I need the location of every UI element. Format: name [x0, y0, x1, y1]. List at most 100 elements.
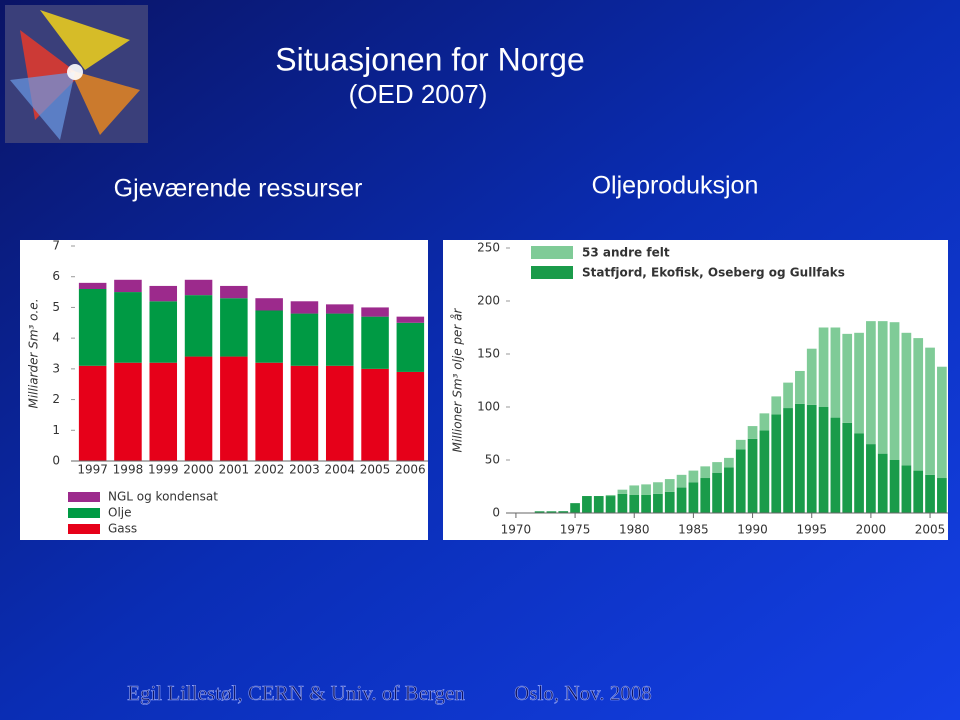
bar: [290, 365, 319, 461]
y-tick-label: 5: [52, 300, 60, 314]
slide-title: Situasjonen for Norge: [275, 41, 585, 77]
legend-label: NGL og kondensat: [108, 490, 218, 504]
bar: [78, 282, 107, 289]
bar: [641, 494, 651, 513]
logo: [5, 5, 148, 143]
bar: [629, 494, 640, 513]
x-tick-label: 2006: [395, 463, 426, 477]
bar: [700, 466, 711, 479]
bar: [114, 362, 142, 461]
left-heading: Gjeværende ressurser: [114, 175, 363, 203]
bar: [676, 474, 687, 488]
x-tick-label: 1995: [796, 523, 827, 537]
bar: [724, 457, 734, 468]
bar: [830, 327, 841, 418]
bar: [534, 511, 545, 513]
bar: [220, 285, 248, 299]
legend-label: Gass: [108, 522, 137, 536]
x-tick-label: 1999: [148, 463, 179, 477]
bar: [735, 449, 746, 513]
x-tick-label: 2000: [856, 523, 887, 537]
bar: [747, 426, 758, 439]
bar: [617, 493, 628, 513]
bar: [325, 365, 354, 461]
bar: [818, 327, 829, 407]
bar: [664, 491, 675, 513]
bar: [653, 482, 663, 494]
x-tick-label: 2001: [219, 463, 250, 477]
bar: [641, 484, 651, 495]
bar: [901, 465, 912, 513]
bar: [220, 298, 248, 357]
bar: [759, 430, 770, 513]
bar: [255, 362, 283, 461]
y-tick-label: 2: [52, 392, 60, 406]
bar: [605, 496, 616, 513]
y-tick-label: 3: [52, 361, 60, 375]
bar: [361, 368, 389, 461]
x-tick-label: 1975: [560, 523, 591, 537]
legend-label: Olje: [108, 506, 132, 520]
bar: [806, 348, 817, 405]
bar: [854, 332, 864, 434]
x-tick-label: 1997: [77, 463, 108, 477]
bar: [582, 496, 592, 513]
y-tick-label: 100: [477, 400, 500, 414]
bar: [676, 487, 687, 513]
y-tick-label: 200: [477, 294, 500, 308]
y-tick-label: 50: [485, 453, 500, 467]
x-tick-label: 2002: [254, 463, 285, 477]
bar: [617, 489, 628, 494]
bar: [653, 493, 663, 513]
chart-right: 0 50 100 150 200 250 Millioner Sm³ olje per år…: [451, 241, 948, 537]
bar: [842, 333, 853, 423]
bar: [925, 347, 935, 475]
bar: [290, 313, 319, 366]
x-tick-label: 1985: [678, 523, 709, 537]
bar: [546, 511, 557, 513]
y-tick-label: 1: [52, 423, 60, 437]
bar: [149, 362, 178, 461]
bar: [901, 332, 912, 466]
legend-swatch: [68, 524, 100, 534]
x-tick-label: 2004: [324, 463, 355, 477]
bar: [877, 321, 888, 454]
bar: [747, 438, 758, 513]
bar: [783, 408, 793, 513]
bar: [184, 295, 213, 357]
x-tick-label: 2005: [360, 463, 391, 477]
bar: [783, 382, 793, 409]
bar: [558, 511, 569, 513]
legend-swatch: [68, 508, 100, 518]
bar: [114, 279, 142, 293]
bar: [629, 485, 640, 495]
y-tick-label: 6: [52, 269, 60, 283]
bar: [925, 474, 935, 513]
bar: [866, 444, 876, 513]
legend-label: Statfjord, Ekofisk, Oseberg og Gullfaks: [582, 266, 845, 280]
x-tick-label: 1998: [113, 463, 144, 477]
bar: [795, 370, 805, 404]
bar: [735, 439, 746, 450]
bar: [712, 472, 722, 513]
y-tick-label: 250: [477, 241, 500, 255]
y-tick-label: 7: [52, 239, 60, 253]
bar: [149, 301, 178, 363]
bar: [913, 470, 924, 513]
bar: [361, 307, 389, 317]
y-tick-label: 4: [52, 331, 60, 345]
bar: [396, 316, 425, 323]
bar: [396, 371, 425, 461]
bar: [724, 467, 734, 513]
bar: [184, 356, 213, 461]
bar: [889, 460, 900, 513]
y-tick-label: 0: [492, 506, 500, 520]
bar: [889, 322, 900, 460]
y-axis-label: Millioner Sm³ olje per år: [451, 307, 465, 452]
legend-label: 53 andre felt: [582, 246, 670, 260]
right-heading: Oljeproduksjon: [592, 172, 759, 200]
bar: [937, 366, 947, 479]
footer-right: Oslo, Nov. 2008: [514, 681, 651, 705]
legend-swatch: [531, 266, 573, 279]
